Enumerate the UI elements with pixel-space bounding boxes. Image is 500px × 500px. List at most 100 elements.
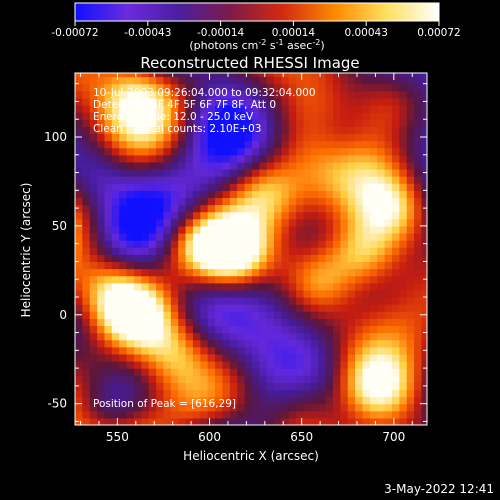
heatmap-cell [185, 73, 194, 78]
heatmap-cell [421, 361, 427, 369]
heatmap-cell [156, 105, 165, 113]
heatmap-cell [200, 211, 209, 220]
heatmap-cell [222, 275, 231, 284]
heatmap-cell [119, 240, 128, 248]
heatmap-cell [215, 197, 224, 206]
heatmap-cell [362, 375, 371, 383]
heatmap-cell [340, 375, 349, 383]
heatmap-cell [156, 133, 165, 142]
heatmap-cell [229, 396, 238, 405]
heatmap-cell [347, 346, 356, 355]
heatmap-cell [421, 368, 427, 376]
heatmap-cell [318, 169, 327, 177]
heatmap-cell [156, 218, 165, 227]
heatmap-cell [229, 211, 238, 220]
heatmap-cell [362, 289, 371, 298]
heatmap-cell [288, 410, 297, 419]
heatmap-cell [215, 105, 224, 113]
heatmap-cell [104, 382, 113, 391]
heatmap-cell [347, 254, 356, 263]
heatmap-cell [369, 140, 378, 149]
heatmap-cell [229, 90, 238, 99]
heatmap-cell [340, 389, 349, 398]
heatmap-cell [340, 261, 349, 270]
heatmap-cell [200, 254, 209, 263]
heatmap-cell [89, 97, 98, 106]
heatmap-cell [414, 154, 423, 163]
heatmap-cell [259, 417, 268, 425]
heatmap-cell [178, 97, 187, 106]
heatmap-cell [318, 375, 327, 383]
heatmap-cell [406, 218, 415, 227]
heatmap-cell [207, 368, 216, 376]
heatmap-cell [296, 190, 305, 199]
heatmap-cell [192, 147, 201, 156]
heatmap-cell [237, 297, 246, 305]
heatmap-cell [200, 176, 209, 184]
heatmap-cell [215, 76, 224, 85]
heatmap-cell [133, 225, 142, 234]
heatmap-cell [325, 169, 334, 177]
heatmap-cell [414, 403, 423, 412]
heatmap-cell [141, 311, 150, 319]
heatmap-cell [192, 396, 201, 405]
colorbar-tick-label: -0.00014 [197, 27, 245, 39]
heatmap-cell [82, 97, 91, 106]
heatmap-cell [178, 282, 187, 291]
heatmap-cell [406, 233, 415, 241]
heatmap-cell [82, 240, 91, 248]
heatmap-cell [111, 169, 120, 177]
heatmap-cell [89, 410, 98, 419]
heatmap-cell [281, 382, 290, 391]
heatmap-cell [170, 73, 179, 78]
heatmap-cell [75, 389, 83, 398]
heatmap-cell [399, 140, 408, 149]
heatmap-cell [296, 90, 305, 99]
heatmap-cell [318, 154, 327, 163]
heatmap-cell [355, 90, 364, 99]
heatmap-cell [362, 197, 371, 206]
heatmap-cell [178, 211, 187, 220]
heatmap-cell [281, 161, 290, 170]
heatmap-cell [89, 233, 98, 241]
heatmap-cell [82, 297, 91, 305]
heatmap-cell [406, 297, 415, 305]
heatmap-cell [222, 382, 231, 391]
heatmap-cell [274, 247, 283, 255]
heatmap-cell [207, 396, 216, 405]
heatmap-cell [333, 126, 341, 135]
heatmap-cell [414, 197, 423, 206]
heatmap-cell [325, 332, 334, 341]
heatmap-cell [229, 154, 238, 163]
heatmap-cell [362, 83, 371, 92]
heatmap-cell [111, 368, 120, 376]
heatmap-cell [244, 105, 253, 113]
heatmap-cell [259, 332, 268, 341]
heatmap-cell [192, 353, 201, 362]
heatmap-cell [325, 325, 334, 334]
heatmap-cell [391, 204, 400, 213]
heatmap-cell [288, 233, 297, 241]
heatmap-cell [274, 353, 283, 362]
heatmap-cell [82, 133, 91, 142]
heatmap-cell [414, 261, 423, 270]
heatmap-cell [126, 105, 135, 113]
heatmap-cell [288, 261, 297, 270]
heatmap-cell [377, 332, 386, 341]
heatmap-cell [310, 105, 319, 113]
heatmap-cell [237, 197, 246, 206]
heatmap-cell [229, 133, 238, 142]
heatmap-cell [185, 297, 194, 305]
heatmap-cell [178, 169, 187, 177]
heatmap-cell [325, 353, 334, 362]
heatmap-cell [340, 161, 349, 170]
heatmap-cell [303, 332, 312, 341]
heatmap-cell [251, 147, 260, 156]
heatmap-cell [340, 254, 349, 263]
heatmap-cell [377, 375, 386, 383]
heatmap-cell [148, 353, 157, 362]
heatmap-cell [274, 304, 283, 312]
heatmap-cell [274, 261, 283, 270]
heatmap-cell [200, 410, 209, 419]
heatmap-cell [200, 183, 209, 191]
